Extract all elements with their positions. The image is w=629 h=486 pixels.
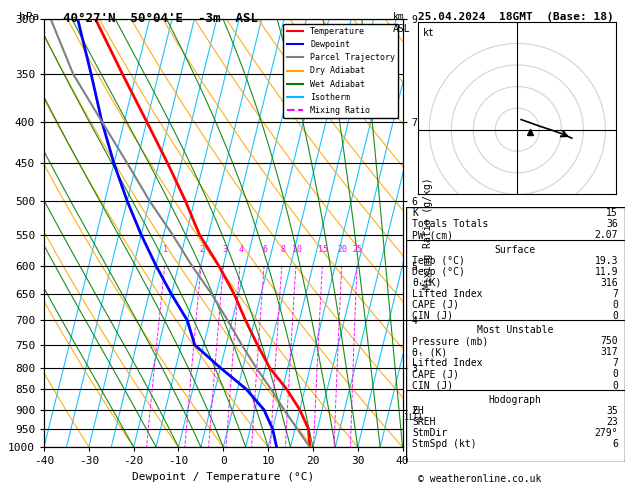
Text: 25.04.2024  18GMT  (Base: 18): 25.04.2024 18GMT (Base: 18) xyxy=(418,12,614,22)
Text: 8: 8 xyxy=(280,244,285,254)
Text: Totals Totals: Totals Totals xyxy=(412,219,489,229)
Text: 2.07: 2.07 xyxy=(594,230,618,240)
Text: StmDir: StmDir xyxy=(412,428,447,438)
Text: SREH: SREH xyxy=(412,417,436,427)
Text: PW (cm): PW (cm) xyxy=(412,230,454,240)
Text: Temp (°C): Temp (°C) xyxy=(412,256,465,266)
Text: 317: 317 xyxy=(601,347,618,357)
Text: km
ASL: km ASL xyxy=(393,12,411,34)
Text: EH: EH xyxy=(412,406,424,416)
X-axis label: Dewpoint / Temperature (°C): Dewpoint / Temperature (°C) xyxy=(132,472,314,482)
Text: 7: 7 xyxy=(612,289,618,299)
Text: 7: 7 xyxy=(612,358,618,368)
Text: 6: 6 xyxy=(612,439,618,449)
Text: 3: 3 xyxy=(222,244,227,254)
Text: Most Unstable: Most Unstable xyxy=(477,325,554,335)
Text: θₜ(K): θₜ(K) xyxy=(412,278,442,288)
Text: Dewp (°C): Dewp (°C) xyxy=(412,267,465,277)
Text: Hodograph: Hodograph xyxy=(489,395,542,405)
Text: Pressure (mb): Pressure (mb) xyxy=(412,336,489,347)
Text: Lifted Index: Lifted Index xyxy=(412,289,483,299)
Text: 40°27'N  50°04'E  -3m  ASL: 40°27'N 50°04'E -3m ASL xyxy=(63,12,258,25)
Text: Lifted Index: Lifted Index xyxy=(412,358,483,368)
Text: CIN (J): CIN (J) xyxy=(412,311,454,321)
Text: CAPE (J): CAPE (J) xyxy=(412,369,459,380)
Text: 1LCL: 1LCL xyxy=(404,413,424,422)
Text: Surface: Surface xyxy=(494,244,536,255)
Text: 750: 750 xyxy=(601,336,618,347)
Legend: Temperature, Dewpoint, Parcel Trajectory, Dry Adiabat, Wet Adiabat, Isotherm, Mi: Temperature, Dewpoint, Parcel Trajectory… xyxy=(284,24,398,118)
Y-axis label: Mixing Ratio (g/kg): Mixing Ratio (g/kg) xyxy=(423,177,433,289)
Text: hPa: hPa xyxy=(19,12,39,22)
Text: 4: 4 xyxy=(238,244,243,254)
Text: 15: 15 xyxy=(318,244,328,254)
Text: 20: 20 xyxy=(337,244,347,254)
Text: StmSpd (kt): StmSpd (kt) xyxy=(412,439,477,449)
Text: © weatheronline.co.uk: © weatheronline.co.uk xyxy=(418,473,542,484)
Text: 35: 35 xyxy=(606,406,618,416)
Text: θₜ (K): θₜ (K) xyxy=(412,347,447,357)
Text: 0: 0 xyxy=(612,381,618,391)
Text: CAPE (J): CAPE (J) xyxy=(412,300,459,310)
Text: 2: 2 xyxy=(199,244,204,254)
Text: 36: 36 xyxy=(606,219,618,229)
Text: K: K xyxy=(412,208,418,218)
Text: 6: 6 xyxy=(262,244,267,254)
Text: 10: 10 xyxy=(292,244,302,254)
Text: 15: 15 xyxy=(606,208,618,218)
Text: 0: 0 xyxy=(612,300,618,310)
Text: 19.3: 19.3 xyxy=(594,256,618,266)
Text: 279°: 279° xyxy=(594,428,618,438)
Text: 1: 1 xyxy=(164,244,169,254)
Text: 316: 316 xyxy=(601,278,618,288)
Text: 23: 23 xyxy=(606,417,618,427)
Text: CIN (J): CIN (J) xyxy=(412,381,454,391)
Text: 25: 25 xyxy=(353,244,363,254)
Text: kt: kt xyxy=(423,28,435,38)
Text: 11.9: 11.9 xyxy=(594,267,618,277)
Text: 0: 0 xyxy=(612,369,618,380)
Text: 0: 0 xyxy=(612,311,618,321)
